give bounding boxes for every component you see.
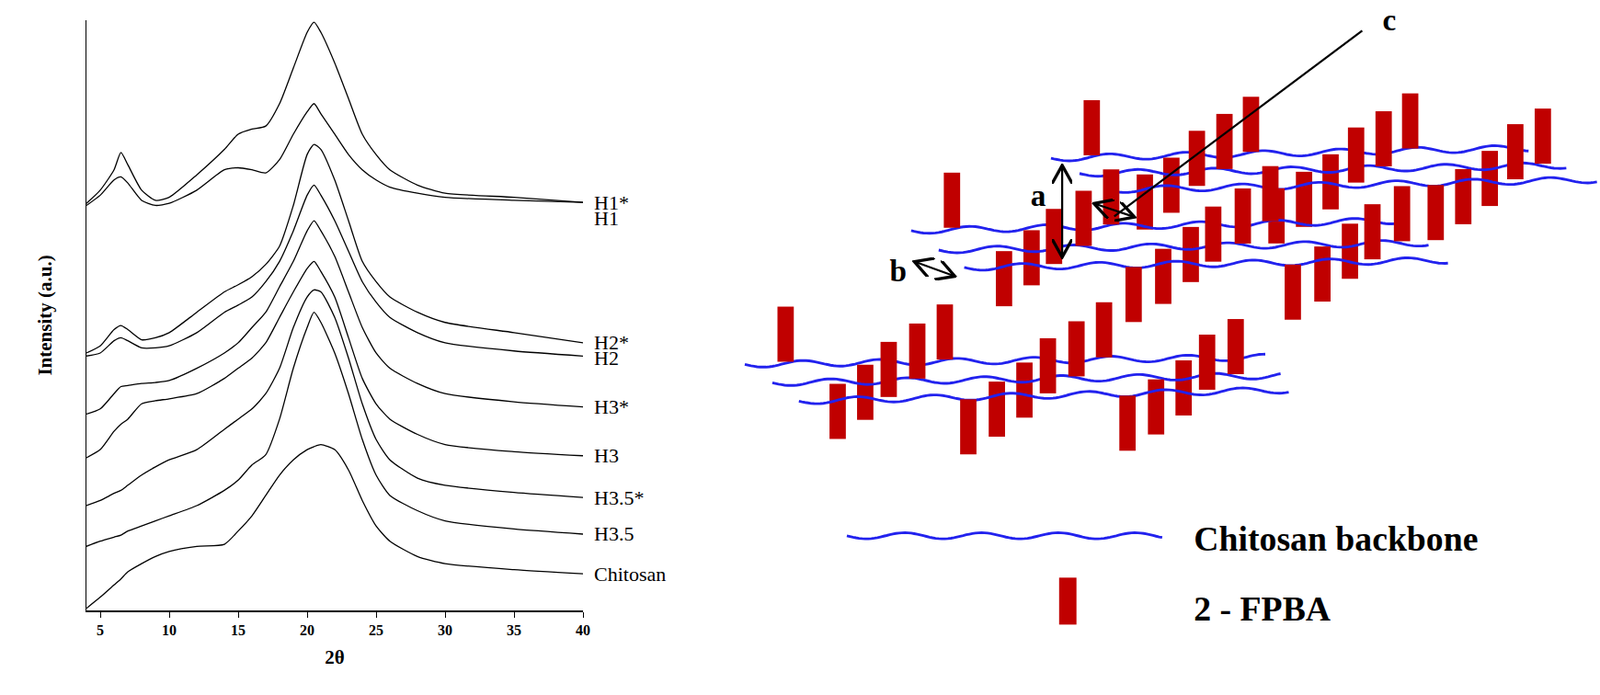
svg-text:2 - FPBA: 2 - FPBA <box>1193 589 1331 629</box>
svg-text:5: 5 <box>96 622 104 639</box>
svg-text:H1: H1 <box>594 206 619 230</box>
svg-text:25: 25 <box>368 622 384 639</box>
svg-text:b: b <box>890 253 908 288</box>
svg-text:40: 40 <box>575 622 591 639</box>
svg-text:c: c <box>1382 2 1397 37</box>
svg-text:Chitosan: Chitosan <box>594 562 666 586</box>
svg-text:Chitosan backbone: Chitosan backbone <box>1193 519 1478 559</box>
svg-text:H3.5*: H3.5* <box>594 486 644 510</box>
svg-text:H2*: H2* <box>594 331 629 355</box>
svg-text:Intensity (a.u.): Intensity (a.u.) <box>34 254 57 376</box>
svg-text:10: 10 <box>161 622 177 639</box>
svg-text:2θ: 2θ <box>324 646 345 669</box>
svg-text:H3*: H3* <box>594 395 629 419</box>
svg-text:20: 20 <box>299 622 315 639</box>
svg-text:15: 15 <box>230 622 246 639</box>
svg-text:35: 35 <box>506 622 522 639</box>
svg-text:H2: H2 <box>594 346 619 370</box>
svg-text:a: a <box>1030 178 1047 213</box>
svg-text:H1*: H1* <box>594 191 629 215</box>
svg-text:H3.5: H3.5 <box>594 522 634 546</box>
svg-text:H3: H3 <box>594 444 619 468</box>
svg-text:30: 30 <box>437 622 453 639</box>
